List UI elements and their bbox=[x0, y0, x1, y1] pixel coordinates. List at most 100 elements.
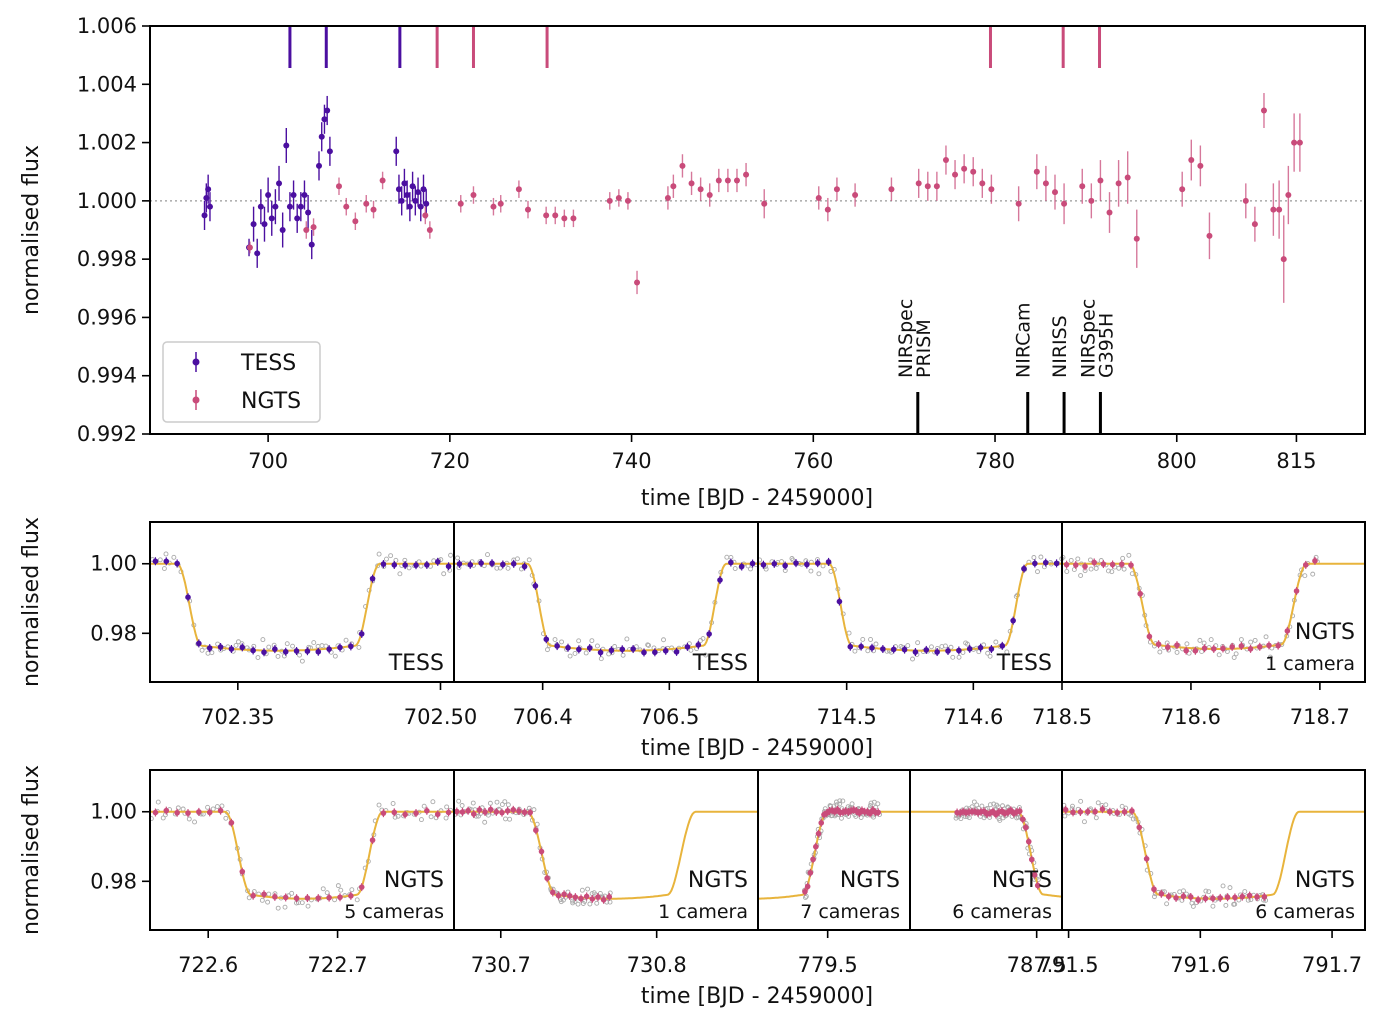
data-point bbox=[933, 183, 940, 190]
raw-point bbox=[297, 652, 302, 658]
data-point bbox=[279, 227, 286, 233]
data-point bbox=[524, 206, 531, 213]
x-tick-label: 706.4 bbox=[513, 705, 573, 729]
raw-point bbox=[275, 653, 281, 659]
raw-point bbox=[860, 636, 866, 642]
binned-point bbox=[499, 809, 505, 816]
binned-point bbox=[1028, 856, 1035, 863]
jwst-label-group: NIRISS bbox=[1049, 315, 1071, 378]
binned-point bbox=[1077, 809, 1084, 815]
binned-point bbox=[1217, 895, 1224, 901]
binned-point bbox=[1302, 562, 1309, 568]
x-tick-label: 722.7 bbox=[308, 953, 368, 977]
data-point bbox=[457, 200, 464, 207]
raw-point bbox=[763, 566, 769, 572]
data-point bbox=[515, 186, 522, 193]
binned-point bbox=[459, 809, 466, 815]
binned-point bbox=[1136, 824, 1143, 831]
binned-point bbox=[174, 560, 180, 567]
binned-point bbox=[802, 888, 808, 895]
raw-point bbox=[199, 647, 205, 653]
data-point bbox=[335, 183, 342, 190]
binned-point bbox=[521, 809, 528, 816]
binned-point bbox=[810, 856, 816, 863]
raw-point bbox=[219, 803, 225, 809]
raw-point bbox=[849, 801, 855, 807]
binned-point bbox=[999, 643, 1006, 649]
model-curve bbox=[454, 562, 758, 652]
binned-point bbox=[890, 646, 897, 653]
binned-point bbox=[543, 636, 550, 643]
binned-point bbox=[1180, 893, 1187, 900]
raw-point bbox=[942, 643, 948, 649]
transit-subplot: 787.5 NGTS 6 cameras bbox=[909, 769, 1067, 977]
x-tick-label: 722.6 bbox=[178, 953, 238, 977]
raw-point bbox=[418, 817, 424, 823]
data-point bbox=[679, 162, 686, 169]
data-point bbox=[1188, 157, 1195, 164]
y-tick-label: 1.00 bbox=[90, 800, 137, 824]
instrument-label: TESS bbox=[692, 651, 748, 676]
raw-point bbox=[215, 641, 221, 647]
raw-point bbox=[700, 636, 706, 642]
raw-point bbox=[1164, 901, 1170, 907]
binned-point bbox=[550, 889, 556, 896]
raw-point bbox=[964, 641, 970, 647]
binned-point bbox=[1275, 642, 1281, 649]
binned-point bbox=[1266, 642, 1272, 649]
binned-point bbox=[527, 809, 534, 816]
data-point bbox=[398, 197, 405, 204]
y-tick-label: 0.98 bbox=[90, 869, 137, 893]
raw-point bbox=[428, 814, 434, 820]
binned-point bbox=[174, 809, 180, 816]
raw-point bbox=[299, 900, 305, 906]
binned-point bbox=[261, 649, 267, 656]
raw-point bbox=[1078, 573, 1084, 578]
binned-point bbox=[239, 868, 246, 875]
raw-point bbox=[790, 557, 796, 563]
data-point bbox=[970, 168, 977, 175]
camera-label: 1 camera bbox=[1265, 653, 1355, 675]
raw-point bbox=[390, 801, 396, 806]
binned-point bbox=[1084, 808, 1091, 815]
x-tick-label: 730.7 bbox=[471, 953, 531, 977]
raw-point bbox=[910, 656, 915, 662]
raw-point bbox=[552, 637, 558, 642]
data-point bbox=[417, 203, 424, 210]
raw-point bbox=[1197, 637, 1203, 643]
binned-point bbox=[337, 644, 343, 651]
raw-point bbox=[995, 804, 1001, 810]
raw-point bbox=[1004, 649, 1010, 655]
raw-point bbox=[260, 637, 266, 643]
legend-label: NGTS bbox=[241, 389, 301, 414]
x-tick-label: 760 bbox=[793, 449, 833, 473]
binned-point bbox=[945, 648, 951, 654]
raw-point bbox=[1248, 639, 1254, 645]
binned-point bbox=[1246, 892, 1253, 899]
y-tick-label: 0.98 bbox=[90, 621, 137, 645]
instrument-label: NGTS bbox=[384, 868, 444, 893]
y-tick-label: 1.002 bbox=[77, 131, 137, 155]
data-point bbox=[257, 203, 264, 210]
raw-point bbox=[503, 816, 508, 822]
binned-point bbox=[413, 810, 419, 816]
instrument-label: NGTS bbox=[1295, 620, 1355, 645]
binned-point bbox=[1137, 590, 1143, 597]
data-point bbox=[324, 107, 331, 114]
jwst-label: NIRISS bbox=[1049, 315, 1071, 378]
binned-point bbox=[1210, 895, 1216, 902]
binned-point bbox=[1109, 561, 1116, 568]
binned-point bbox=[771, 561, 778, 567]
transit-subplot: 706.4 706.5 TESS bbox=[453, 521, 759, 729]
data-point bbox=[1242, 197, 1249, 204]
data-point bbox=[952, 171, 959, 178]
data-point bbox=[412, 197, 419, 204]
raw-point bbox=[180, 806, 186, 812]
binned-point bbox=[510, 807, 517, 813]
binned-point bbox=[595, 894, 601, 900]
raw-point bbox=[1242, 889, 1248, 894]
series-ngts bbox=[246, 93, 1303, 303]
raw-point bbox=[858, 815, 864, 820]
raw-point bbox=[395, 813, 401, 819]
